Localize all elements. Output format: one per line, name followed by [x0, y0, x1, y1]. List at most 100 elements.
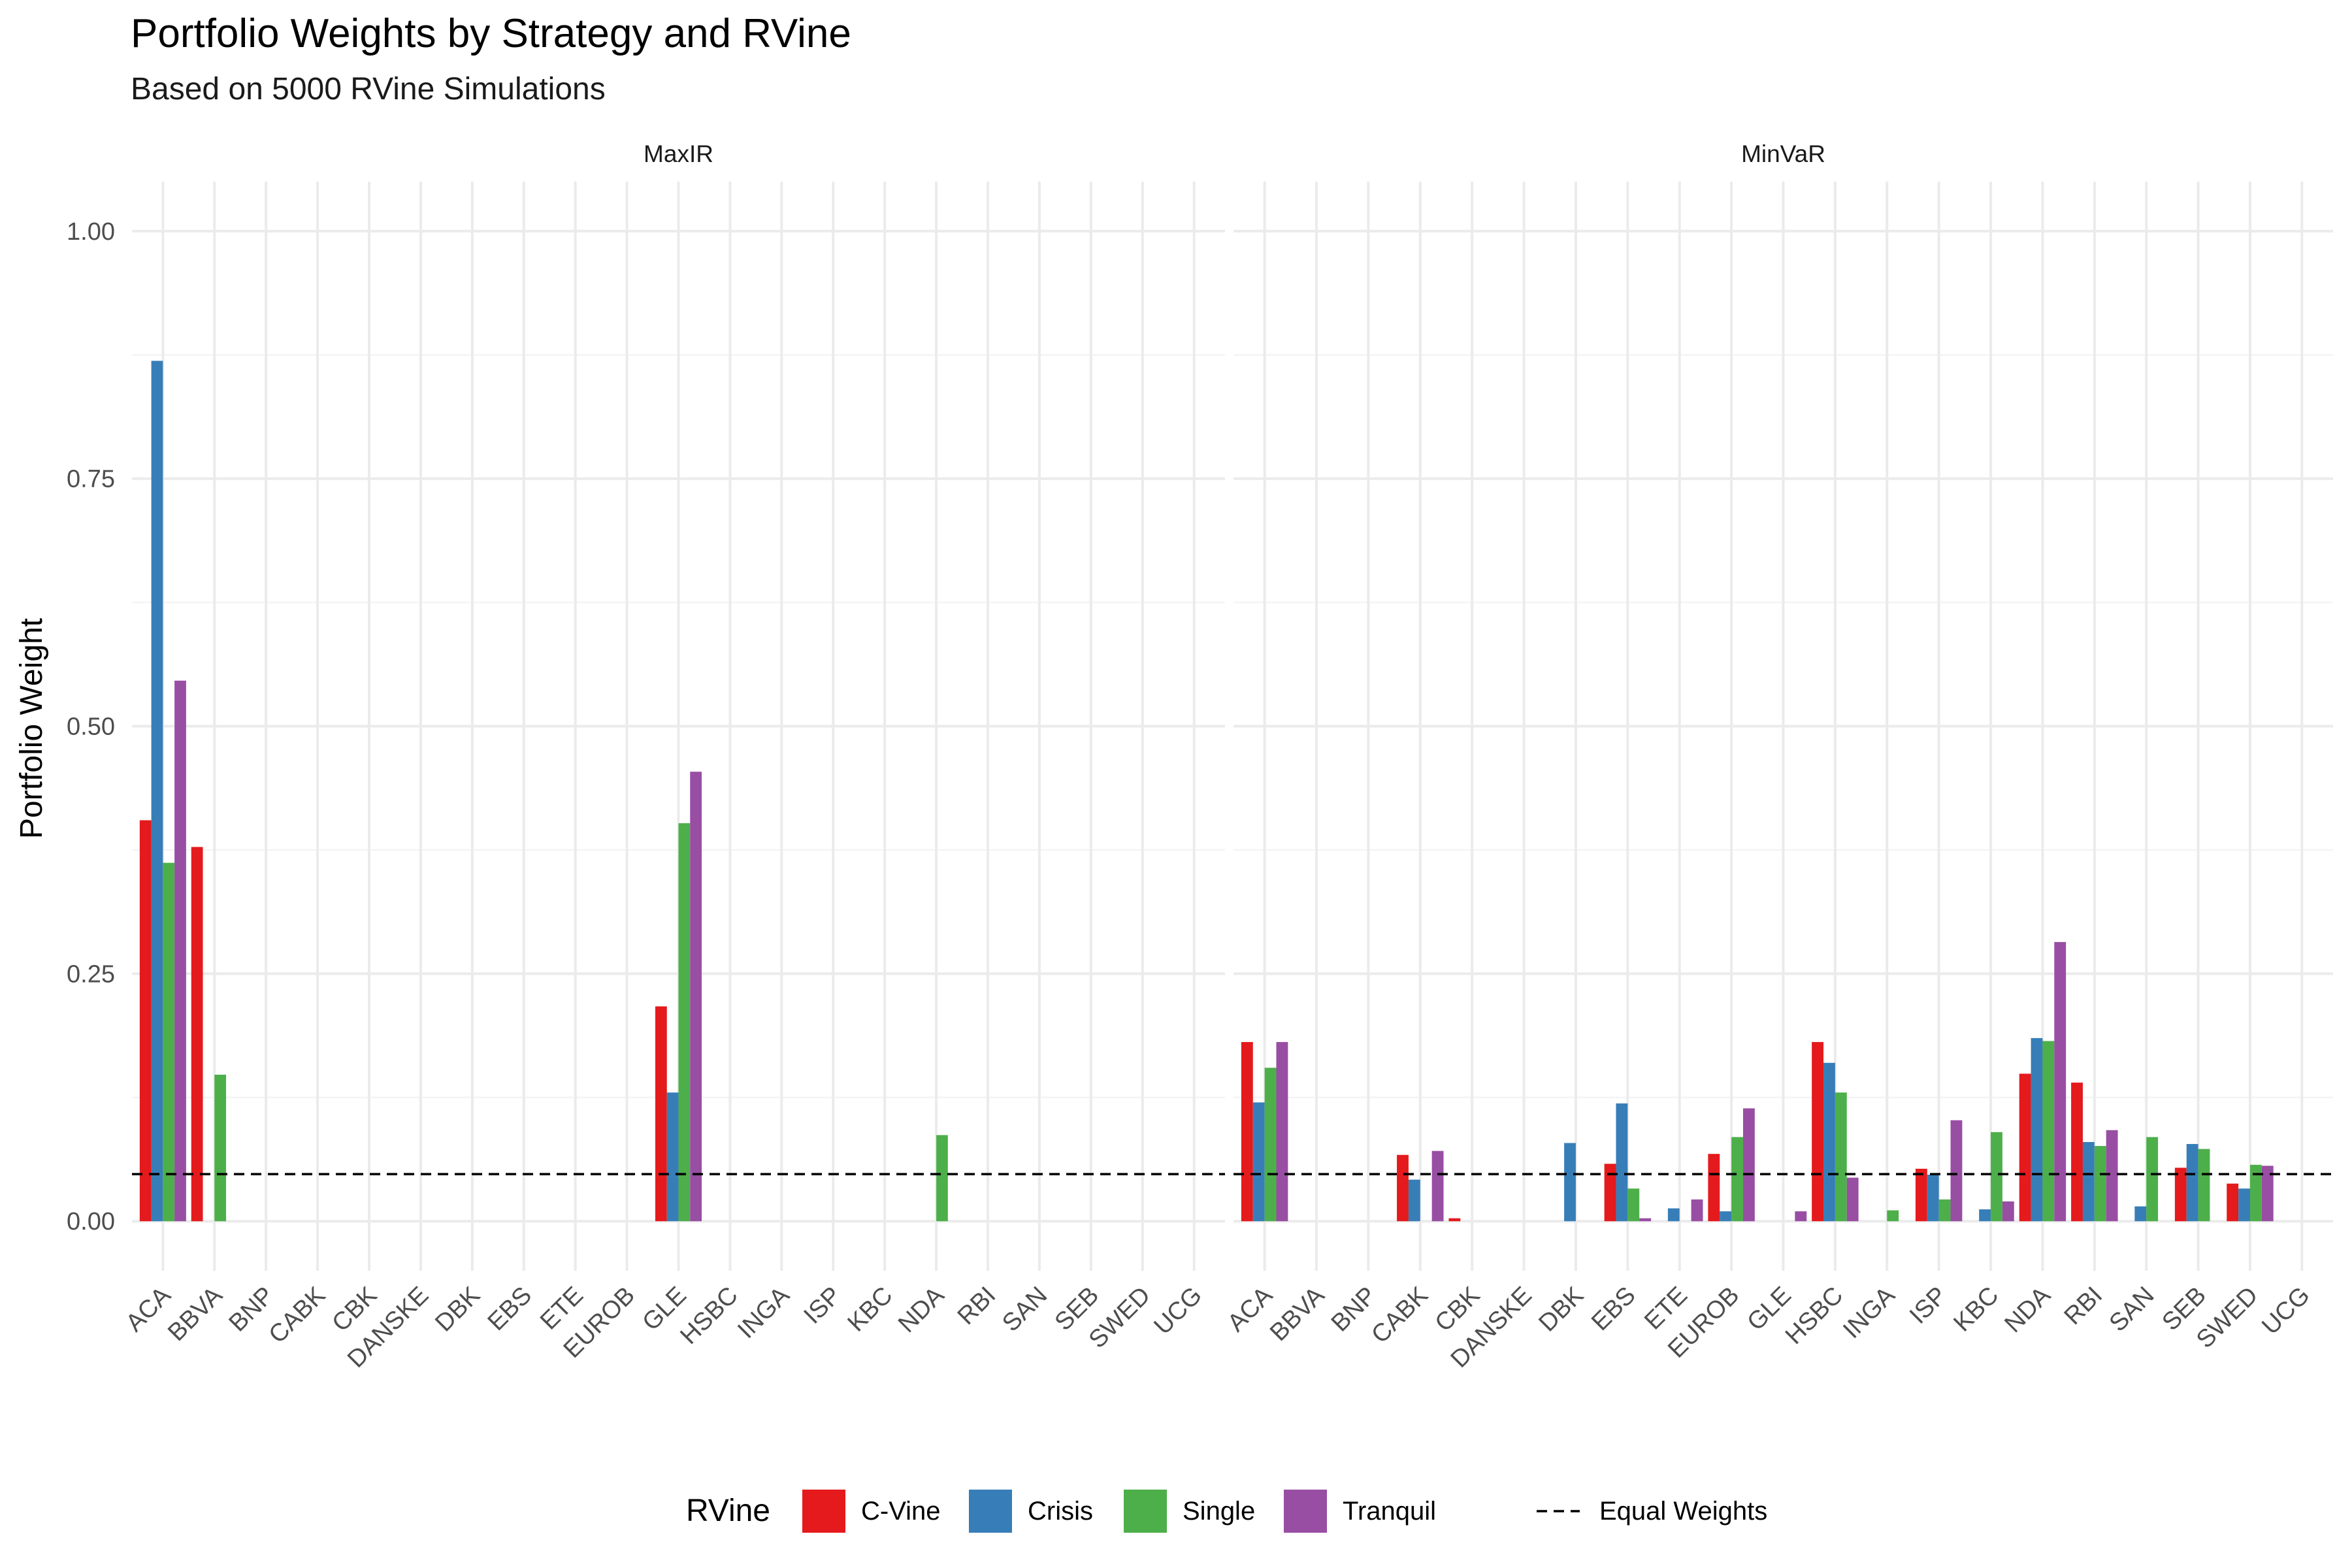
bar-minvar-ebs-tranquil: [1639, 1218, 1652, 1222]
legend-item-tranquil: Tranquil: [1284, 1490, 1436, 1533]
x-tick-label: INGA: [732, 1281, 795, 1344]
bar-minvar-seb-crisis: [2186, 1144, 2198, 1222]
bar-minvar-eurob-c-vine: [1708, 1154, 1720, 1222]
legend-item-c-vine: C-Vine: [802, 1490, 941, 1533]
chart-subtitle: Based on 5000 RVine Simulations: [131, 72, 606, 106]
bar-maxir-nda-single: [936, 1135, 948, 1222]
y-tick-label: 0.25: [67, 960, 115, 988]
bar-minvar-seb-c-vine: [2174, 1168, 2187, 1222]
facet-panel-maxir: MaxIRACABBVABNPCABKCBKDANSKEDBKEBSETEEUR…: [67, 140, 1225, 1373]
bar-minvar-kbc-single: [1991, 1132, 2002, 1222]
bar-minvar-san-crisis: [2134, 1206, 2147, 1222]
bar-minvar-swed-crisis: [2238, 1188, 2250, 1222]
x-tick-label: UCG: [1149, 1282, 1207, 1340]
legend-label-c-vine: C-Vine: [861, 1497, 941, 1526]
legend-swatch-tranquil: [1284, 1490, 1327, 1533]
x-tick-label: UCG: [2257, 1282, 2315, 1340]
x-tick-label: KBC: [1948, 1282, 2004, 1337]
legend-swatch-c-vine: [802, 1490, 845, 1533]
bar-minvar-nda-single: [2042, 1041, 2055, 1222]
bar-minvar-seb-single: [2198, 1149, 2210, 1222]
bar-minvar-isp-crisis: [1927, 1175, 1939, 1222]
bar-minvar-ebs-crisis: [1616, 1103, 1628, 1222]
bar-minvar-gle-tranquil: [1795, 1211, 1807, 1222]
x-tick-label: CABK: [1366, 1282, 1433, 1349]
x-tick-label: KBC: [843, 1282, 898, 1337]
x-tick-label: HSBC: [1780, 1282, 1848, 1350]
bar-maxir-aca-tranquil: [174, 680, 186, 1222]
bar-minvar-kbc-tranquil: [2002, 1201, 2014, 1222]
bar-minvar-aca-tranquil: [1276, 1041, 1288, 1222]
chart-title: Portfolio Weights by Strategy and RVine: [131, 11, 851, 56]
bar-minvar-eurob-tranquil: [1742, 1108, 1755, 1222]
x-tick-label: RBI: [953, 1282, 1002, 1331]
bar-maxir-bbva-c-vine: [191, 847, 203, 1222]
bar-minvar-kbc-crisis: [1979, 1209, 1991, 1222]
bar-maxir-bbva-single: [214, 1074, 227, 1222]
bar-minvar-hsbc-tranquil: [1846, 1177, 1859, 1222]
bar-maxir-gle-single: [678, 823, 691, 1222]
legend: RVine C-Vine Crisis Single Tranquil Equal We…: [686, 1490, 1767, 1533]
bar-minvar-ete-crisis: [1667, 1208, 1680, 1222]
x-tick-label: BBVA: [1265, 1281, 1330, 1347]
bar-minvar-isp-tranquil: [1950, 1120, 1963, 1222]
bar-minvar-rbi-single: [2094, 1146, 2106, 1222]
facet-strip-label: MinVaR: [1741, 140, 1825, 167]
bar-minvar-hsbc-single: [1835, 1092, 1847, 1222]
x-tick-label: NDA: [1999, 1281, 2056, 1338]
bar-maxir-aca-crisis: [151, 361, 163, 1222]
x-tick-label: CABK: [264, 1282, 331, 1349]
bar-minvar-ebs-single: [1627, 1188, 1640, 1222]
bar-minvar-rbi-tranquil: [2106, 1130, 2118, 1222]
bar-minvar-ete-tranquil: [1691, 1199, 1703, 1222]
bar-minvar-aca-c-vine: [1241, 1041, 1253, 1222]
bar-minvar-hsbc-crisis: [1823, 1062, 1835, 1222]
bar-minvar-cbk-c-vine: [1448, 1218, 1461, 1222]
x-tick-label: DBK: [1533, 1282, 1589, 1337]
bar-maxir-aca-c-vine: [139, 820, 152, 1222]
bar-minvar-cabk-crisis: [1408, 1179, 1420, 1222]
bar-maxir-gle-crisis: [666, 1092, 679, 1222]
bar-minvar-dbk-crisis: [1564, 1143, 1576, 1222]
legend-label-crisis: Crisis: [1028, 1497, 1093, 1526]
bar-minvar-hsbc-c-vine: [1812, 1041, 1824, 1222]
x-tick-label: EBS: [483, 1282, 537, 1336]
bar-minvar-swed-tranquil: [2261, 1166, 2274, 1222]
x-tick-label: NDA: [893, 1281, 950, 1338]
bar-minvar-san-single: [2146, 1137, 2159, 1222]
bar-minvar-eurob-crisis: [1720, 1211, 1732, 1222]
bar-minvar-cabk-c-vine: [1397, 1154, 1409, 1222]
bar-minvar-aca-single: [1264, 1068, 1277, 1222]
y-tick-label: 1.00: [67, 218, 115, 246]
bar-minvar-nda-tranquil: [2054, 941, 2066, 1222]
facet-panel-minvar: MinVaRACABBVABNPCABKCBKDANSKEDBKEBSETEEU…: [1222, 140, 2333, 1373]
y-tick-label: 0.00: [67, 1208, 115, 1235]
legend-swatch-single: [1124, 1490, 1167, 1533]
bar-minvar-swed-c-vine: [2227, 1183, 2239, 1222]
facet-strip-label: MaxIR: [644, 140, 713, 167]
y-tick-label: 0.75: [67, 466, 115, 493]
bar-minvar-aca-crisis: [1252, 1102, 1265, 1222]
bar-minvar-swed-single: [2249, 1164, 2262, 1222]
x-tick-label: INGA: [1838, 1281, 1901, 1344]
bar-minvar-inga-single: [1887, 1210, 1899, 1222]
legend-item-equal-weights: Equal Weights: [1537, 1497, 1767, 1526]
bar-minvar-isp-single: [1938, 1199, 1951, 1222]
bar-minvar-rbi-crisis: [2082, 1141, 2095, 1222]
y-tick-label: 0.50: [67, 713, 115, 741]
x-tick-label: BBVA: [163, 1281, 228, 1347]
bar-minvar-nda-crisis: [2031, 1037, 2043, 1222]
plot-area: MaxIRACABBVABNPCABKCBKDANSKEDBKEBSETEEUR…: [67, 140, 2333, 1373]
legend-label-tranquil: Tranquil: [1343, 1497, 1436, 1526]
bar-maxir-gle-c-vine: [655, 1006, 667, 1222]
legend-item-crisis: Crisis: [969, 1490, 1093, 1533]
bar-minvar-cabk-tranquil: [1431, 1151, 1444, 1222]
bar-minvar-ebs-c-vine: [1604, 1164, 1616, 1222]
x-tick-label: ISP: [1904, 1282, 1952, 1330]
x-tick-label: ISP: [799, 1282, 847, 1330]
bar-minvar-isp-c-vine: [1915, 1168, 1927, 1222]
y-axis-label: Portfolio Weight: [14, 618, 49, 839]
x-tick-label: HSBC: [675, 1282, 743, 1350]
legend-item-single: Single: [1124, 1490, 1255, 1533]
